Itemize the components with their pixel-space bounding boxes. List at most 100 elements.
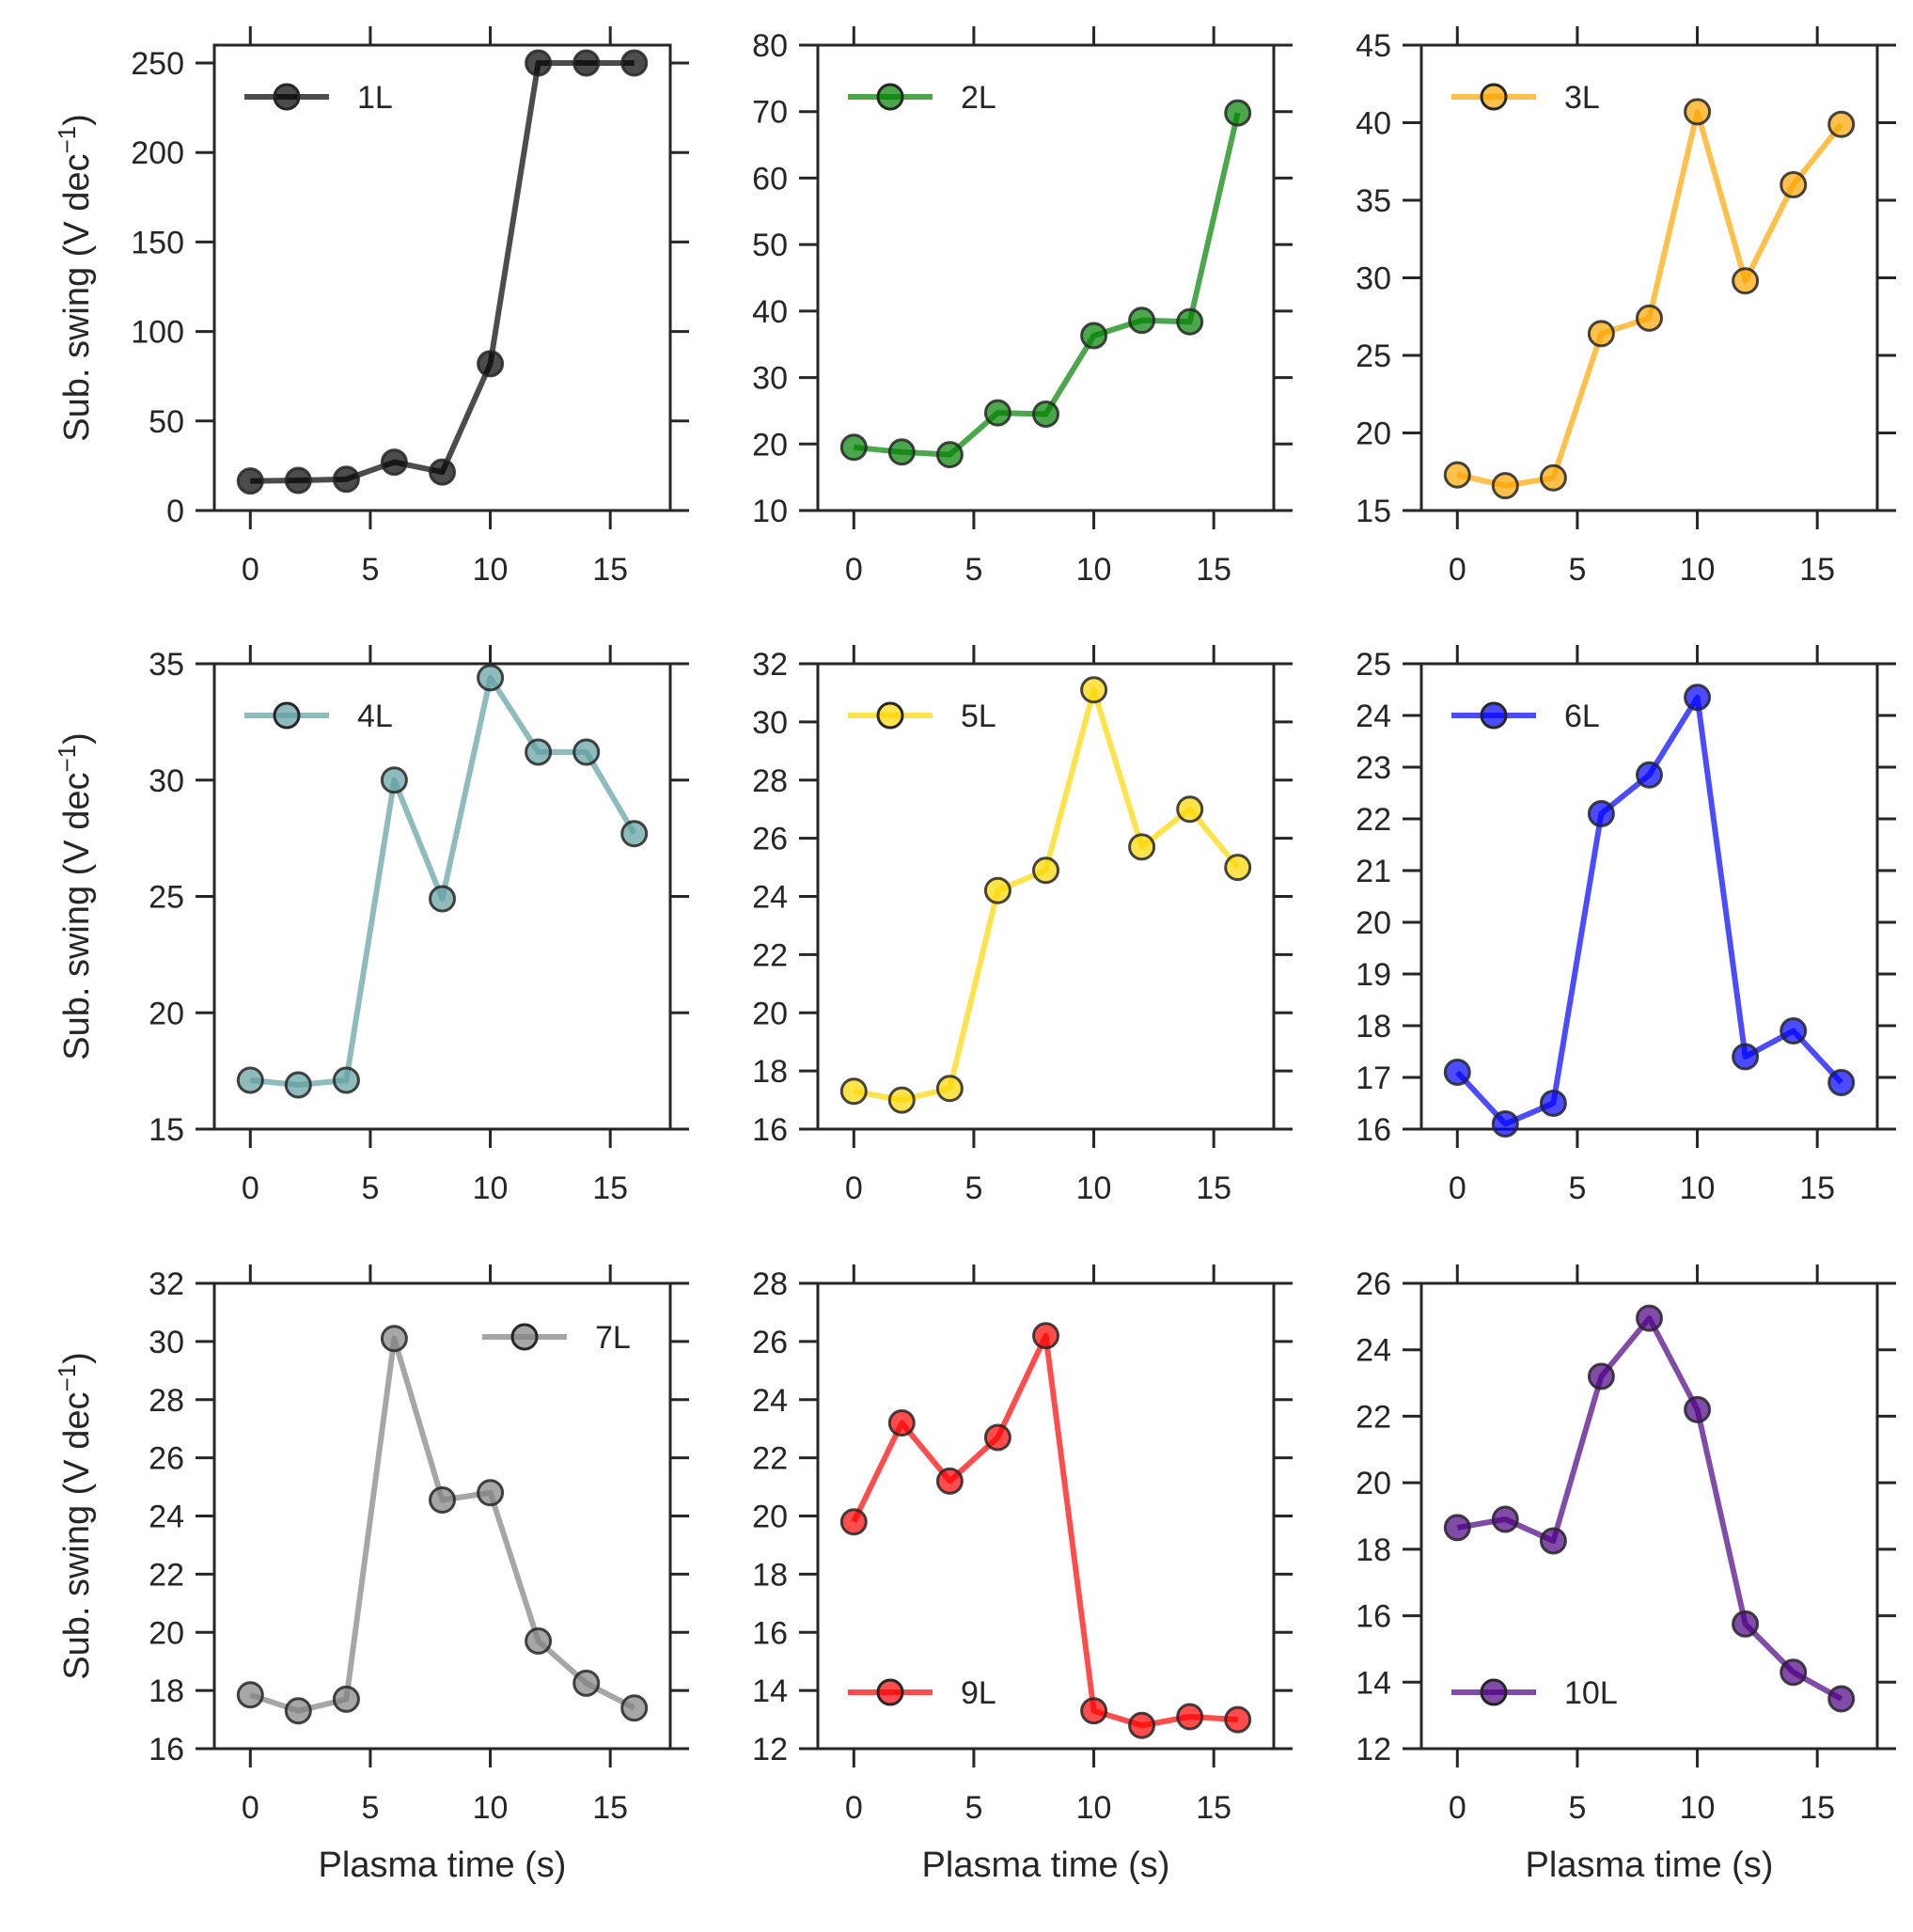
y-tick-label: 200 [131, 135, 184, 171]
series-line-4L [250, 674, 637, 1088]
data-point [1732, 1610, 1760, 1638]
y-tick-label: 20 [1356, 416, 1391, 452]
y-tick-label: 16 [149, 1732, 184, 1767]
data-point [525, 738, 553, 766]
y-tick-label: 35 [149, 647, 184, 683]
y-tick-label: 15 [1356, 494, 1391, 529]
y-tick-label: 28 [752, 1266, 788, 1302]
y-tick-label: 25 [1356, 338, 1391, 374]
data-point [332, 1685, 360, 1713]
y-tick-label: 24 [149, 1500, 184, 1535]
y-tick-label: 16 [752, 1112, 788, 1148]
x-tick-label: 0 [1449, 1790, 1466, 1826]
x-tick-label: 10 [1680, 552, 1716, 588]
panel-2: 0 5 10 15 10 20 30 40 50 60 70 80 2L [752, 26, 1293, 588]
x-tick-label: 15 [1196, 1790, 1231, 1826]
data-point [1224, 854, 1252, 882]
y-tick-label: 80 [752, 28, 788, 64]
x-tick-label: 10 [1680, 1790, 1716, 1826]
legend-marker [273, 701, 301, 730]
y-tick-label: 24 [752, 880, 788, 916]
data-point [1032, 401, 1059, 428]
y-axis-label: Sub. swing (V dec−1) [53, 1352, 97, 1680]
x-axis-label: Plasma time (s) [319, 1846, 567, 1885]
data-point [1684, 683, 1712, 712]
data-point [1587, 320, 1615, 348]
y-tick-label: 18 [149, 1673, 184, 1709]
data-point [1080, 676, 1108, 704]
y-tick-label: 32 [752, 647, 788, 683]
legend-marker [876, 83, 904, 111]
y-tick-label: 0 [166, 494, 184, 529]
x-tick-label: 15 [592, 552, 628, 588]
y-tick-label: 24 [1356, 699, 1391, 734]
data-point [477, 1479, 505, 1507]
data-point [1443, 1514, 1471, 1542]
data-point [380, 1325, 408, 1353]
data-point [572, 738, 601, 766]
x-tick-label: 10 [1076, 552, 1112, 588]
data-point [429, 458, 456, 486]
data-point [1539, 1527, 1567, 1555]
legend: 10L [1451, 1675, 1618, 1711]
x-tick-label: 0 [242, 1790, 259, 1826]
legend-label: 4L [357, 699, 393, 734]
data-point [1636, 1304, 1663, 1332]
y-tick-label: 24 [752, 1383, 788, 1419]
x-tick-label: 15 [1799, 552, 1835, 588]
data-point [1587, 1362, 1615, 1390]
data-point [620, 820, 649, 848]
legend-label: 9L [961, 1675, 996, 1711]
legend-marker [1480, 1678, 1508, 1706]
y-tick-label: 20 [149, 996, 184, 1031]
y-tick-label: 14 [752, 1673, 788, 1709]
x-tick-label: 15 [1196, 1170, 1231, 1206]
series-line-7L [249, 1335, 636, 1714]
data-point [1080, 322, 1108, 350]
data-point [1224, 99, 1252, 127]
panel-8: 0 5 10 15 12 14 16 18 20 22 24 26 28 9L Plasma time (s… [752, 1264, 1293, 1885]
data-point [380, 766, 408, 794]
panel-9: 0 5 10 15 12 14 16 18 20 22 24 26 10L Plasma time (s) [1356, 1264, 1896, 1885]
y-tick-label: 50 [752, 228, 788, 263]
legend-label: 2L [961, 80, 996, 116]
data-point [983, 399, 1011, 427]
x-tick-label: 0 [1449, 552, 1466, 588]
data-point [620, 1694, 649, 1722]
data-point [1224, 1705, 1252, 1734]
data-point [1032, 856, 1059, 885]
panel-5: 0 5 10 15 16 18 20 22 24 26 28 30 32 5L [752, 645, 1293, 1206]
data-point [1491, 472, 1519, 500]
x-tick-label: 0 [242, 1170, 259, 1206]
y-tick-label: 30 [752, 361, 788, 397]
data-point [429, 1486, 456, 1514]
data-point [1128, 306, 1156, 335]
x-tick-label: 0 [845, 1170, 863, 1206]
data-point [332, 465, 360, 494]
series-line-9L [851, 1332, 1238, 1729]
x-tick-label: 5 [964, 1170, 982, 1206]
y-tick-label: 35 [1356, 183, 1391, 219]
legend: 1L [244, 80, 393, 116]
data-point [887, 1086, 916, 1114]
data-point [887, 1409, 916, 1437]
series-line-1L [250, 60, 635, 484]
y-tick-label: 70 [752, 95, 788, 131]
x-tick-label: 10 [473, 1170, 509, 1206]
x-tick-label: 15 [1799, 1170, 1835, 1206]
x-tick-label: 5 [1568, 1790, 1586, 1826]
data-point [1176, 1703, 1204, 1731]
axes-frame [1419, 1281, 1879, 1751]
y-tick-label: 30 [1356, 261, 1391, 297]
y-tick-label: 30 [149, 763, 184, 799]
y-tick-label: 14 [1356, 1665, 1391, 1701]
y-tick-label: 22 [752, 937, 788, 973]
data-point [1491, 1505, 1519, 1533]
y-tick-label: 23 [1356, 750, 1391, 786]
data-point [839, 433, 868, 462]
series-line-3L [1456, 108, 1844, 489]
data-point [1636, 304, 1663, 332]
data-point [1491, 1110, 1519, 1138]
y-tick-label: 25 [149, 880, 184, 916]
